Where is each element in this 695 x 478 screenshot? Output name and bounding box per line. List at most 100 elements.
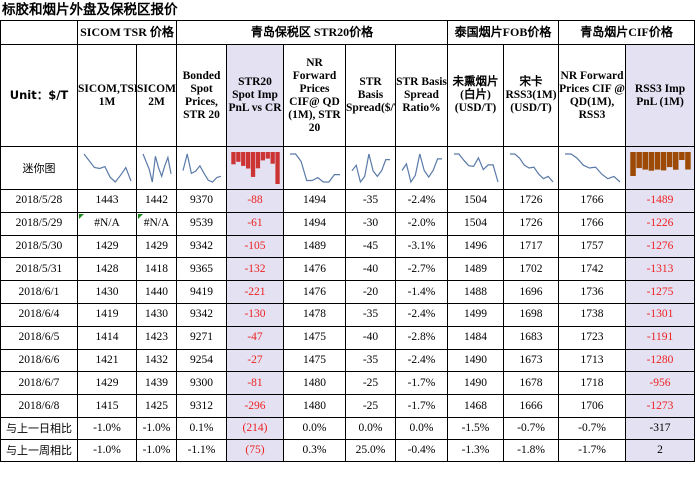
sparkline-bar <box>274 152 280 184</box>
table-row: 2018/6/1 1430 1440 9419 -221 1476 -20 -1.4% 1488… <box>0 280 695 304</box>
sparkline-bar <box>240 152 245 166</box>
value-cell: 1475 <box>283 348 346 373</box>
sparkline-bar <box>230 152 236 165</box>
value-cell: 1439 <box>136 371 177 396</box>
value-cell: -1276 <box>625 234 695 259</box>
value-cell: 1425 <box>136 394 177 418</box>
sparkline-bar <box>629 152 636 176</box>
comparison-label: 与上一周相比 <box>0 438 78 462</box>
price-table: SICOM TSR 价格 青岛保税区 STR20价格 泰国烟片FOB价格 青岛烟… <box>0 20 695 462</box>
sparkline-chart <box>401 153 442 184</box>
value-cell: 1440 <box>136 280 177 304</box>
sparkline-line <box>83 153 132 183</box>
change-cell: -317 <box>625 416 695 440</box>
value-cell: -1226 <box>625 211 695 236</box>
value-cell: 1415 <box>77 394 137 418</box>
value-cell: 1468 <box>447 394 504 418</box>
sparkline-chart <box>351 153 390 184</box>
sparkline-cell <box>283 146 346 190</box>
col-header: SICOM,TSR, 1M <box>77 44 137 147</box>
value-cell: 1504 <box>447 211 504 236</box>
value-cell: -1489 <box>625 189 695 213</box>
value-cell: 1683 <box>502 325 560 350</box>
date-cell: 2018/6/6 <box>0 348 78 373</box>
value-cell: -1313 <box>625 257 695 282</box>
value-cell: 1766 <box>558 211 627 236</box>
value-cell: 1496 <box>447 234 504 259</box>
change-cell: 2 <box>625 438 695 462</box>
value-cell: -1273 <box>625 394 695 418</box>
col-header: 宋卡RSS3(1M)(USD/T) <box>502 44 560 147</box>
change-cell: -0.7% <box>502 416 560 440</box>
change-cell: 0.0% <box>395 416 448 440</box>
table-row: 2018/5/28 1443 1442 9370 -88 1494 -35 -2.4% 1504… <box>0 189 695 213</box>
change-cell: -1.1% <box>176 438 227 462</box>
value-cell: 1738 <box>558 302 627 327</box>
table-row: 2018/6/5 1414 1423 9271 -47 1475 -40 -2.8% 1484 1… <box>0 325 695 350</box>
group-thai-fob: 泰国烟片FOB价格 <box>446 20 560 45</box>
col-header: Bonded Spot Prices, STR 20 <box>176 44 227 147</box>
value-cell: 1696 <box>502 280 560 304</box>
value-cell: 1723 <box>558 325 627 350</box>
value-cell: 1490 <box>447 348 504 373</box>
value-cell: 1742 <box>558 257 627 282</box>
value-cell: 1488 <box>447 280 504 304</box>
value-cell: 9342 <box>176 234 227 259</box>
value-cell: -88 <box>226 189 284 213</box>
value-cell: 1757 <box>558 234 627 259</box>
column-header-row: Unit：$/T SICOM,TSR, 1M SICOM,TSR, 2M Bon… <box>0 44 695 147</box>
value-cell: 1432 <box>136 348 177 373</box>
sparkline-bar <box>260 152 265 161</box>
sparkline-cell <box>345 146 396 190</box>
value-cell: 1476 <box>283 280 346 304</box>
change-cell: -1.0% <box>77 416 137 440</box>
value-cell: 1736 <box>558 280 627 304</box>
value-cell: -45 <box>345 234 396 259</box>
value-cell: 9370 <box>176 189 227 213</box>
value-cell: -1301 <box>625 302 695 327</box>
sparkline-bar <box>235 152 240 162</box>
value-cell: 1499 <box>447 302 504 327</box>
value-cell: -25 <box>345 394 396 418</box>
value-cell: -1.4% <box>395 280 448 304</box>
page-title: 标胶和烟片外盘及保税区报价 <box>2 2 178 18</box>
comparison-label: 与上一日相比 <box>0 416 78 440</box>
sparkline-bar <box>265 152 270 159</box>
value-cell: -20 <box>345 280 396 304</box>
table-row: 2018/5/29 #N/A #N/A 9539 -61 1494 -30 -2.0% 1504… <box>0 211 695 236</box>
change-cell: 0.0% <box>283 416 346 440</box>
sparkline-line <box>141 153 172 183</box>
value-cell: 1726 <box>502 211 560 236</box>
sparkline-row: 迷你图 <box>0 146 695 190</box>
change-cell: -1.7% <box>558 438 627 462</box>
value-cell: 1713 <box>558 348 627 373</box>
value-cell: 1429 <box>136 234 177 259</box>
value-cell: 9254 <box>176 348 227 373</box>
value-cell: 9419 <box>176 280 227 304</box>
date-cell: 2018/5/29 <box>0 211 78 236</box>
sparkline-chart <box>141 153 172 183</box>
sparkline-cell <box>136 146 177 190</box>
value-cell: #N/A <box>136 211 177 236</box>
col-header: RSS3 Imp PnL (1M) <box>625 44 695 147</box>
sparkline-bar <box>684 152 691 170</box>
value-cell: 1475 <box>283 325 346 350</box>
sparkline-bar <box>672 152 679 170</box>
value-cell: -40 <box>345 257 396 282</box>
col-header: NR Forward Prices CIF @ QD(1M), RSS3 <box>558 44 627 147</box>
value-cell: 1726 <box>502 189 560 213</box>
value-cell: 1766 <box>558 189 627 213</box>
sparkline-line <box>509 153 553 183</box>
value-cell: 1718 <box>558 371 627 396</box>
value-cell: 9539 <box>176 211 227 236</box>
value-cell: -221 <box>226 280 284 304</box>
sparkline-chart <box>83 153 132 183</box>
value-cell: 1429 <box>77 234 137 259</box>
col-header: 未熏烟片(白片)(USD/T) <box>447 44 504 147</box>
value-cell: -35 <box>345 302 396 327</box>
sparkline-chart <box>509 153 553 183</box>
value-cell: -25 <box>345 371 396 396</box>
value-cell: 1428 <box>77 257 137 282</box>
value-cell: 1418 <box>136 257 177 282</box>
sparkline-line <box>351 153 390 184</box>
